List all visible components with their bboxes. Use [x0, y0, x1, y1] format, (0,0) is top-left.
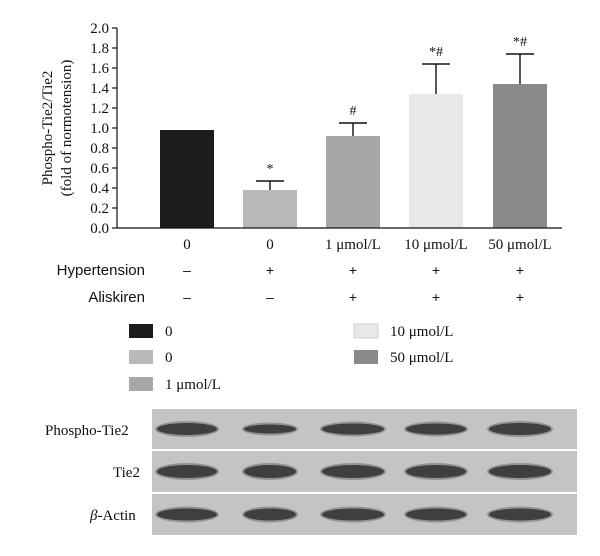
blot-band [489, 465, 551, 478]
condition-value: – [183, 262, 191, 278]
y-axis: 0.0 0.2 0.4 0.6 0.8 1.0 1.2 1.4 1.6 1.8 2.0 [90, 21, 118, 237]
blot-band [322, 508, 384, 521]
legend-swatch [129, 324, 153, 338]
condition-table: Hypertension – + + + + Aliskiren – – + + + [57, 262, 524, 306]
legend: 0 0 1 μmol/L 10 μmol/L 50 μmol/L [129, 323, 453, 393]
condition-label: Aliskiren [88, 289, 145, 306]
y-tick-label: 1.0 [90, 121, 109, 137]
condition-value: + [516, 262, 524, 278]
y-tick-label: 0.8 [90, 141, 109, 157]
legend-label: 1 μmol/L [165, 377, 221, 393]
x-tick-label: 1 μmol/L [325, 237, 381, 253]
y-axis-label-line-2: (fold of normotension) [59, 60, 75, 197]
y-tick-label: 1.2 [90, 101, 109, 117]
y-tick-label: 0.6 [90, 161, 109, 177]
x-tick-label: 10 μmol/L [404, 237, 467, 253]
bars: *#*#*# [160, 35, 547, 228]
condition-value: – [266, 289, 274, 305]
y-tick-label: 0.0 [90, 221, 109, 237]
condition-value: + [349, 262, 357, 278]
y-axis-label: Phospho-Tie2/Tie2 (fold of normotension) [40, 60, 75, 197]
y-tick-label: 2.0 [90, 21, 109, 37]
condition-label: Hypertension [57, 262, 145, 279]
condition-value: + [266, 262, 274, 278]
bar [243, 190, 297, 228]
legend-swatch [129, 377, 153, 391]
legend-label: 50 μmol/L [390, 350, 453, 366]
condition-value: + [349, 289, 357, 305]
x-tick-label: 0 [266, 237, 274, 253]
legend-swatch [354, 350, 378, 364]
blot-band [157, 423, 217, 435]
y-tick-label: 1.8 [90, 41, 109, 57]
blot-band [244, 465, 296, 478]
blot-band [157, 465, 217, 478]
blot-band [406, 508, 466, 521]
blot-label: Tie2 [113, 465, 140, 481]
significance-label: *# [429, 45, 443, 60]
x-tick-label: 0 [183, 237, 191, 253]
western-blot-panel: Phospho-Tie2 Tie2 β-Actin [45, 409, 577, 535]
significance-label: *# [513, 35, 527, 50]
condition-value: + [516, 289, 524, 305]
condition-value: + [432, 289, 440, 305]
blot-band [157, 508, 217, 521]
condition-value: – [183, 289, 191, 305]
blot-band [322, 465, 384, 478]
blot-band [489, 423, 551, 435]
y-tick-label: 0.4 [90, 181, 109, 197]
x-tick-label: 50 μmol/L [488, 237, 551, 253]
legend-swatch [129, 350, 153, 364]
blot-band [244, 508, 296, 521]
y-tick-label: 1.4 [90, 81, 109, 97]
bar [160, 130, 214, 228]
y-axis-label-line-1: Phospho-Tie2/Tie2 [40, 71, 56, 186]
bar [326, 136, 380, 228]
y-tick-label: 1.6 [90, 61, 109, 77]
legend-swatch [353, 323, 379, 339]
legend-label: 0 [165, 350, 173, 366]
y-tick-label: 0.2 [90, 201, 109, 217]
blot-label: β-Actin [89, 508, 136, 524]
blot-label: Phospho-Tie2 [45, 423, 129, 439]
significance-label: # [350, 104, 357, 119]
blot-label-greek: β [89, 508, 98, 524]
blot-band [244, 424, 296, 434]
bar [409, 94, 463, 228]
blot-label-suffix: -Actin [97, 508, 136, 524]
blot-band [406, 465, 466, 478]
significance-label: * [267, 162, 274, 177]
blot-band [406, 423, 466, 435]
condition-value: + [432, 262, 440, 278]
blot-band [489, 508, 551, 521]
legend-label: 0 [165, 324, 173, 340]
bar [493, 84, 547, 228]
legend-label: 10 μmol/L [390, 324, 453, 340]
blot-band [322, 423, 384, 435]
x-axis: 0 0 1 μmol/L 10 μmol/L 50 μmol/L [117, 227, 562, 253]
